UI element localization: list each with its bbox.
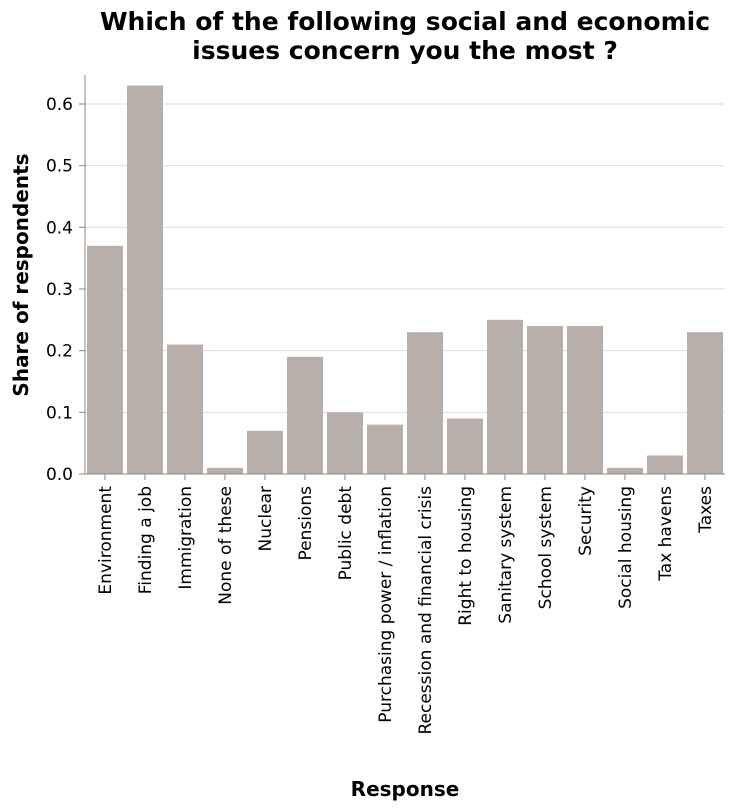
bar	[567, 325, 603, 474]
x-tick-label: Immigration	[176, 486, 196, 590]
x-axis: Environment Finding a job Immigration None …	[85, 473, 725, 735]
y-tick-label: 0.5	[46, 157, 73, 177]
y-axis-title: Share of respondents	[9, 153, 33, 396]
bar	[487, 319, 523, 474]
bar	[87, 245, 123, 474]
x-tick-label: Tax havens	[656, 486, 676, 582]
y-tick-label: 0.4	[46, 218, 73, 238]
x-tick-label: Recession and financial crisis	[416, 486, 436, 735]
bar	[407, 332, 443, 474]
y-tick-label: 0.6	[46, 95, 73, 115]
x-tick-label: Finding a job	[136, 486, 156, 594]
bar	[247, 430, 283, 474]
x-tick-label: Taxes	[696, 486, 716, 534]
bar	[527, 325, 563, 474]
bars	[87, 85, 723, 475]
x-tick-label: None of these	[216, 486, 236, 605]
x-tick-label: Purchasing power / inflation	[376, 486, 396, 723]
x-tick-label: Security	[576, 486, 596, 556]
bar	[207, 467, 243, 474]
chart-title-line-2: issues concern you the most ?	[192, 36, 618, 65]
y-tick-label: 0.0	[46, 465, 73, 485]
x-tick-label: Social housing	[616, 486, 636, 609]
bar	[127, 85, 163, 475]
x-tick-label: Right to housing	[456, 486, 476, 626]
x-tick-label: Pensions	[296, 486, 316, 561]
bar	[287, 356, 323, 474]
bar	[647, 455, 683, 474]
x-tick-label: Nuclear	[256, 486, 276, 551]
bar	[447, 418, 483, 474]
bar	[367, 424, 403, 474]
x-tick-label: School system	[536, 486, 556, 609]
y-tick-label: 0.3	[46, 280, 73, 300]
bar	[607, 467, 643, 474]
y-tick-label: 0.1	[46, 403, 73, 423]
x-tick-label: Public debt	[336, 486, 356, 581]
x-tick-label: Sanitary system	[496, 486, 516, 624]
bar	[687, 332, 723, 474]
y-tick-label: 0.2	[46, 342, 73, 362]
bar	[327, 412, 363, 474]
bar	[167, 344, 203, 474]
chart-title-line-1: Which of the following social and econom…	[100, 7, 710, 36]
y-axis: 0.0 0.1 0.2 0.3 0.4 0.5 0.6	[46, 75, 86, 485]
x-tick-label: Environment	[96, 486, 116, 595]
x-axis-title: Response	[351, 777, 460, 801]
